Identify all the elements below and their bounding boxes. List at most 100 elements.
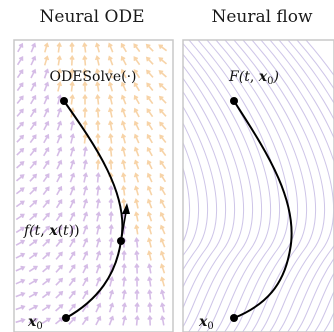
- vector-arrow: [29, 173, 38, 182]
- vector-arrow: [54, 317, 64, 325]
- vector-arrow: [69, 68, 75, 79]
- vector-arrow: [15, 226, 26, 234]
- vector-arrow: [108, 133, 114, 144]
- vector-arrow: [82, 94, 88, 105]
- vector-arrow: [82, 172, 89, 183]
- vector-arrow: [68, 264, 76, 274]
- vector-arrow: [146, 211, 153, 222]
- vector-arrow: [16, 82, 24, 92]
- odesolve-label: ODESolve(·): [50, 69, 137, 85]
- vector-arrow: [108, 302, 115, 313]
- vector-arrow: [28, 252, 38, 260]
- vector-arrow: [108, 211, 114, 222]
- vector-arrow: [146, 95, 154, 105]
- vector-arrow: [16, 95, 24, 104]
- ode-x0-label: x0: [27, 314, 43, 332]
- neural-ode-trajectory: [63, 100, 124, 319]
- vector-arrow: [158, 95, 167, 104]
- vector-arrow: [133, 172, 140, 183]
- vector-arrow: [121, 250, 127, 261]
- vector-arrow: [159, 172, 167, 183]
- vector-arrow: [69, 211, 76, 222]
- vector-arrow: [108, 315, 115, 326]
- panel-title-neural-flow: Neural flow: [211, 7, 313, 27]
- vector-arrow: [16, 134, 25, 143]
- vector-arrow: [56, 107, 63, 118]
- flow-line: [278, 40, 334, 332]
- vector-arrow: [159, 224, 166, 235]
- flow-start-point: [230, 314, 238, 322]
- vector-arrow: [160, 315, 166, 326]
- neural-flow-frame: [182, 39, 334, 332]
- vector-arrow: [30, 68, 37, 79]
- flow-line: [183, 141, 200, 257]
- vector-arrow: [108, 237, 114, 248]
- vector-arrow: [43, 107, 50, 118]
- vector-arrow: [16, 147, 25, 156]
- vector-arrow: [121, 172, 127, 183]
- vector-arrow: [147, 302, 153, 313]
- vector-arrow: [147, 315, 153, 326]
- vector-arrow: [15, 265, 26, 272]
- vector-arrow: [120, 120, 127, 131]
- vector-arrow: [146, 108, 154, 118]
- vector-arrow: [146, 185, 153, 196]
- flow-line: [242, 40, 326, 332]
- vector-arrow: [29, 160, 37, 169]
- derivative-arrow-head: [122, 203, 130, 214]
- vector-arrow: [16, 108, 24, 117]
- vector-arrow: [159, 185, 166, 196]
- vector-arrow: [56, 185, 63, 196]
- vector-arrow: [29, 147, 37, 156]
- vector-arrow: [107, 68, 114, 79]
- vector-arrow: [43, 42, 50, 53]
- vector-arrow: [56, 68, 63, 79]
- vector-arrow: [95, 107, 101, 118]
- flow-line: [296, 40, 334, 332]
- vector-arrow: [28, 239, 38, 247]
- vector-arrow: [42, 159, 50, 170]
- vector-arrow: [145, 56, 154, 65]
- vector-arrow: [69, 224, 76, 235]
- vector-arrow: [133, 81, 140, 92]
- vector-arrow: [133, 56, 141, 66]
- vector-arrow: [108, 224, 114, 235]
- vector-arrow: [16, 55, 24, 66]
- vector-arrow: [146, 250, 153, 261]
- vector-arrow: [28, 317, 39, 324]
- vector-arrow: [159, 302, 166, 313]
- vector-arrow: [56, 120, 63, 131]
- flow-line: [251, 40, 334, 332]
- vector-arrow: [120, 55, 127, 66]
- vector-arrow: [95, 211, 102, 222]
- vector-arrow: [133, 68, 141, 79]
- vector-arrow: [134, 250, 140, 261]
- vector-arrow: [108, 198, 114, 209]
- vector-arrow: [121, 315, 128, 326]
- vector-arrow: [55, 225, 63, 235]
- vector-arrow: [146, 198, 153, 209]
- flow-line: [287, 40, 334, 332]
- vector-arrow: [133, 94, 140, 105]
- vector-arrow: [95, 159, 101, 170]
- vector-arrow: [29, 107, 37, 118]
- vector-arrow: [42, 265, 51, 273]
- vector-arrow: [16, 161, 25, 169]
- flow-line: [215, 40, 299, 332]
- vector-arrow: [158, 57, 168, 65]
- vector-arrow: [120, 146, 127, 157]
- ode-start-point: [62, 314, 70, 322]
- vector-arrow: [55, 290, 64, 299]
- vector-arrow: [158, 44, 168, 52]
- vector-arrow: [42, 278, 51, 286]
- vector-arrow: [95, 172, 101, 183]
- vector-arrow: [69, 237, 76, 248]
- vector-arrow: [121, 185, 127, 196]
- vector-arrow: [133, 211, 140, 222]
- vector-arrow: [82, 68, 88, 79]
- vector-arrow: [107, 81, 114, 92]
- vector-arrow: [146, 146, 153, 157]
- vector-arrow: [147, 289, 153, 300]
- ode-end-point: [60, 97, 68, 105]
- flow-line: [269, 40, 334, 332]
